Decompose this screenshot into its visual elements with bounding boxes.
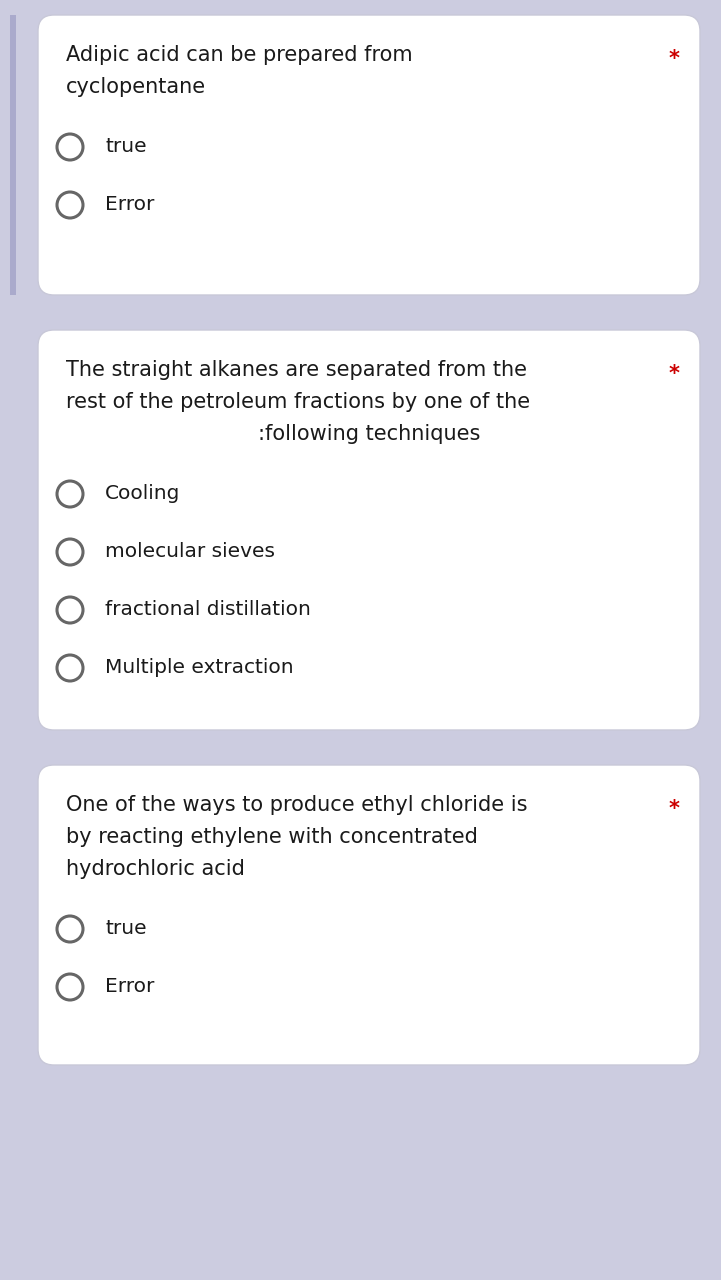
- Text: cyclopentane: cyclopentane: [66, 77, 206, 97]
- Circle shape: [57, 134, 83, 160]
- Text: by reacting ethylene with concentrated: by reacting ethylene with concentrated: [66, 827, 478, 847]
- Text: hydrochloric acid: hydrochloric acid: [66, 859, 245, 879]
- Text: fractional distillation: fractional distillation: [105, 600, 311, 620]
- FancyBboxPatch shape: [38, 330, 700, 730]
- FancyBboxPatch shape: [38, 15, 700, 294]
- Text: :following techniques: :following techniques: [258, 424, 480, 444]
- Text: The straight alkanes are separated from the: The straight alkanes are separated from …: [66, 360, 527, 380]
- Text: *: *: [669, 49, 680, 69]
- Circle shape: [57, 481, 83, 507]
- Circle shape: [57, 596, 83, 623]
- FancyBboxPatch shape: [10, 15, 16, 294]
- Text: *: *: [669, 364, 680, 384]
- Text: Multiple extraction: Multiple extraction: [105, 658, 293, 677]
- Circle shape: [57, 916, 83, 942]
- Circle shape: [57, 539, 83, 564]
- Text: Error: Error: [105, 195, 154, 214]
- Text: Cooling: Cooling: [105, 484, 180, 503]
- Text: *: *: [669, 799, 680, 819]
- Circle shape: [57, 192, 83, 218]
- Text: molecular sieves: molecular sieves: [105, 541, 275, 561]
- Text: true: true: [105, 919, 146, 938]
- Circle shape: [57, 974, 83, 1000]
- Text: rest of the petroleum fractions by one of the: rest of the petroleum fractions by one o…: [66, 392, 530, 412]
- Text: true: true: [105, 137, 146, 156]
- Text: Adipic acid can be prepared from: Adipic acid can be prepared from: [66, 45, 412, 65]
- Circle shape: [57, 655, 83, 681]
- Text: Error: Error: [105, 977, 154, 996]
- FancyBboxPatch shape: [38, 765, 700, 1065]
- Text: One of the ways to produce ethyl chloride is: One of the ways to produce ethyl chlorid…: [66, 795, 528, 815]
